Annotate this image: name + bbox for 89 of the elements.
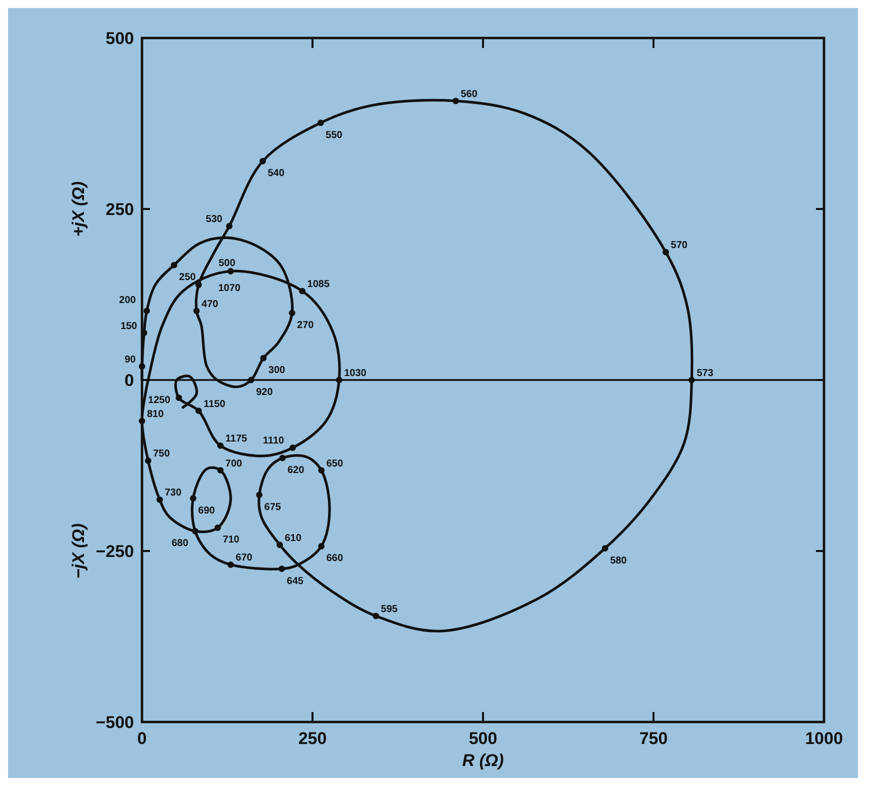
annotation: 660 [326, 553, 344, 564]
annotation: 540 [268, 168, 285, 180]
point [170, 262, 178, 268]
annotation: 1070 [218, 283, 241, 294]
point [452, 98, 459, 104]
annotation: 500 [218, 258, 236, 269]
annotation: 1030 [344, 368, 367, 379]
point [226, 222, 232, 230]
point [260, 158, 266, 164]
annotation: 810 [147, 409, 164, 420]
point [192, 528, 198, 534]
annotation: 750 [153, 448, 170, 460]
x-tick-label: 1000 [805, 729, 843, 748]
annotation: 1150 [204, 398, 226, 410]
point [227, 268, 234, 274]
y-tick-label: 250 [106, 200, 134, 219]
x-axis-title: R (Ω) [462, 751, 504, 770]
annotation: 730 [164, 488, 182, 499]
y-tick-label: 500 [106, 28, 134, 48]
annotation: 620 [287, 464, 305, 476]
annotation: 300 [268, 365, 286, 376]
annotation: 560 [460, 88, 478, 100]
annotation: 270 [297, 320, 314, 331]
annotation: 595 [380, 604, 398, 615]
x-tick-label: 0 [137, 729, 147, 748]
point [193, 308, 200, 314]
point [217, 442, 224, 449]
point [288, 310, 296, 316]
y-axis-title: +jX (Ω) [69, 181, 88, 237]
annotation: 675 [264, 502, 282, 513]
point [279, 454, 286, 462]
annotation: 150 [120, 320, 138, 332]
annotation: 550 [326, 130, 343, 141]
point [260, 354, 267, 362]
point [317, 120, 324, 126]
point [144, 308, 150, 314]
annotation: 200 [119, 294, 136, 306]
point [227, 561, 234, 568]
point [217, 467, 224, 474]
text: −jX (Ω) [69, 523, 88, 579]
point [195, 408, 202, 414]
point [138, 363, 146, 370]
annotation: 470 [202, 298, 219, 310]
point [276, 542, 283, 548]
annotation: 570 [670, 240, 688, 252]
annotation: 700 [225, 458, 243, 470]
annotation: 573 [696, 368, 714, 379]
annotation: 1175 [225, 434, 248, 445]
y-tick-label: −250 [96, 542, 134, 561]
point [688, 376, 695, 384]
annotation: 670 [236, 552, 253, 564]
annotation: 645 [286, 576, 304, 587]
x-tick-label: 250 [298, 729, 327, 748]
point [144, 458, 152, 464]
x-tick-label: 500 [468, 729, 498, 748]
point [602, 545, 608, 552]
point [140, 330, 148, 336]
annotation: 530 [206, 214, 223, 226]
annotation: 920 [256, 387, 274, 398]
annotation: 1110 [262, 436, 285, 447]
annotation: 580 [610, 555, 628, 566]
x-tick-label: 750 [639, 729, 668, 748]
point [372, 612, 380, 620]
point [190, 495, 196, 502]
annotation: 1085 [307, 279, 330, 290]
point [176, 394, 182, 401]
annotation: 710 [222, 534, 240, 546]
y-tick-label: −500 [96, 712, 134, 732]
annotation: 90 [124, 354, 136, 366]
annotation: 250 [179, 272, 196, 284]
point [138, 418, 146, 424]
point [290, 444, 296, 451]
point [278, 566, 286, 572]
point [662, 248, 669, 256]
point [299, 288, 306, 294]
point [214, 524, 221, 531]
annotation: 690 [198, 505, 216, 516]
point [256, 492, 263, 498]
point [195, 282, 202, 288]
annotation: 610 [284, 532, 302, 544]
y-tick-label: 0 [124, 370, 134, 390]
point [336, 376, 342, 384]
point [156, 496, 163, 503]
annotation: 650 [326, 458, 344, 470]
annotation: 1250 [148, 394, 171, 406]
point [248, 376, 254, 384]
annotation: 680 [172, 538, 189, 550]
point [318, 543, 325, 550]
point [318, 467, 325, 474]
